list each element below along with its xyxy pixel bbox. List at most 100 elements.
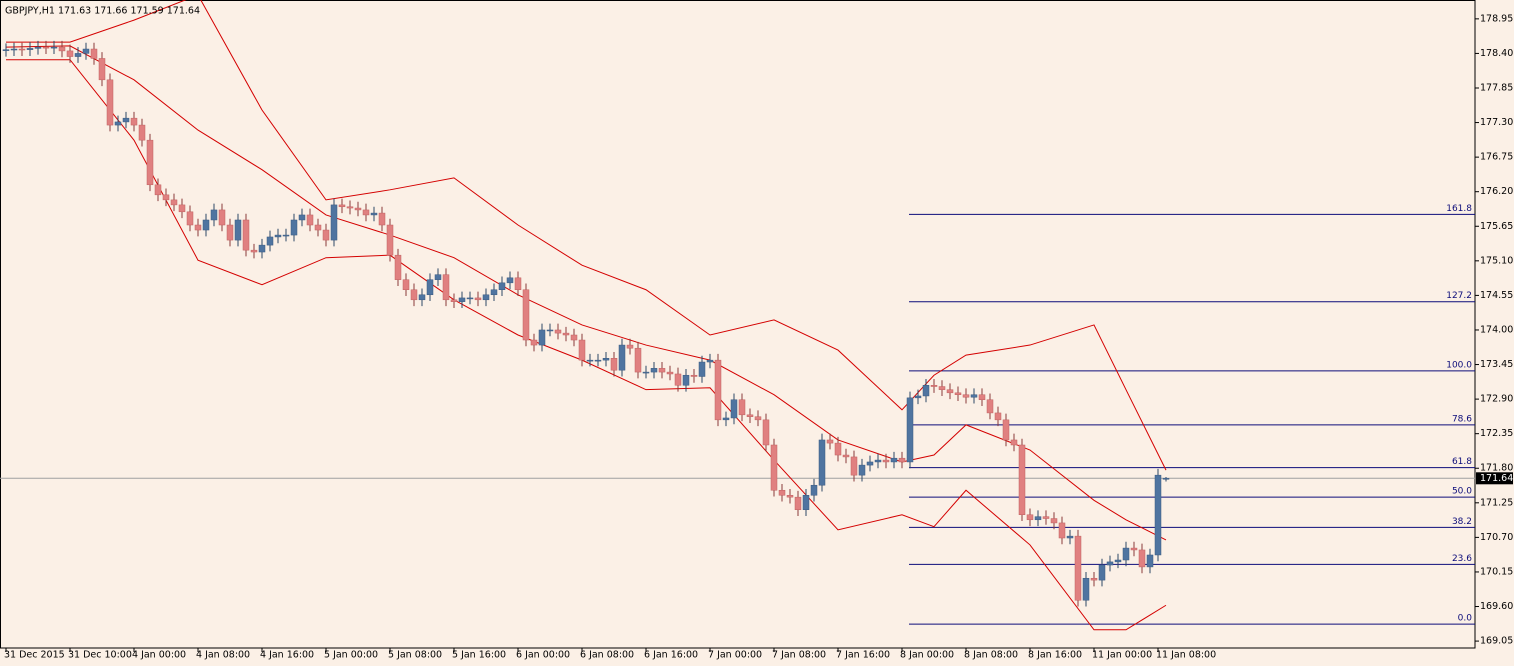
candle-body bbox=[730, 399, 738, 419]
x-tick-label: 6 Jan 00:00 bbox=[516, 650, 570, 661]
x-tick-label: 8 Jan 08:00 bbox=[964, 650, 1018, 661]
candle-body bbox=[114, 121, 122, 126]
last-price-tag bbox=[1476, 472, 1513, 485]
candle-body bbox=[1154, 474, 1162, 556]
x-tick-label: 31 Dec 10:00 bbox=[68, 650, 132, 661]
candle-body bbox=[626, 344, 634, 349]
x-tick-label: 8 Jan 16:00 bbox=[1028, 650, 1082, 661]
candle-body bbox=[594, 359, 602, 362]
candle-body bbox=[154, 184, 162, 196]
y-tick-label: 177.85 bbox=[1480, 82, 1513, 93]
candle-body bbox=[402, 279, 410, 290]
candle-body bbox=[1058, 522, 1066, 539]
candle-body bbox=[866, 461, 874, 466]
candle-body bbox=[130, 117, 138, 126]
candle-body bbox=[578, 339, 586, 361]
candle-body bbox=[778, 489, 786, 496]
candle-body bbox=[290, 219, 298, 236]
candle-body bbox=[914, 395, 922, 399]
candle-body bbox=[490, 289, 498, 296]
candle-body bbox=[122, 117, 130, 123]
candle-body bbox=[314, 224, 322, 231]
candle-body bbox=[970, 394, 978, 398]
candle-body bbox=[890, 457, 898, 463]
candle-body bbox=[698, 361, 706, 377]
candle-body bbox=[906, 397, 914, 463]
candle-body bbox=[570, 334, 578, 341]
y-tick-label: 172.90 bbox=[1480, 394, 1513, 405]
candle-body bbox=[538, 329, 546, 346]
candle-body bbox=[666, 371, 674, 375]
candle-body bbox=[74, 53, 82, 57]
candle-body bbox=[250, 249, 258, 253]
plot-frame bbox=[0, 0, 1476, 649]
y-tick-label: 174.55 bbox=[1480, 290, 1513, 301]
candle-body bbox=[762, 419, 770, 446]
candle-body bbox=[722, 417, 730, 421]
y-tick-label: 176.75 bbox=[1480, 152, 1513, 163]
candle-body bbox=[66, 50, 74, 57]
candle-body bbox=[674, 373, 682, 386]
candle-body bbox=[1026, 514, 1034, 521]
chart-title: GBPJPY,H1 171.63 171.66 171.59 171.64 bbox=[5, 6, 200, 17]
fib-label: 78.6 bbox=[1452, 414, 1472, 424]
candle-body bbox=[1074, 535, 1082, 601]
candle-body bbox=[306, 214, 314, 226]
x-tick-label: 6 Jan 16:00 bbox=[644, 650, 698, 661]
candle-body bbox=[1082, 577, 1090, 601]
candle-body bbox=[1050, 518, 1058, 524]
candle-body bbox=[450, 299, 458, 302]
fib-label: 23.6 bbox=[1452, 554, 1472, 564]
y-tick-label: 169.05 bbox=[1480, 636, 1513, 647]
candle-body bbox=[610, 358, 618, 371]
candle-body bbox=[234, 219, 242, 241]
candle-body bbox=[554, 329, 562, 334]
candle-body bbox=[146, 139, 154, 186]
candle-body bbox=[746, 414, 754, 417]
candle-body bbox=[90, 48, 98, 59]
candle-body bbox=[1162, 478, 1170, 480]
candle-body bbox=[642, 371, 650, 374]
candle-body bbox=[258, 244, 266, 253]
candle-body bbox=[242, 219, 250, 251]
candle-body bbox=[754, 416, 762, 421]
candle-body bbox=[282, 234, 290, 237]
candle-body bbox=[1106, 561, 1114, 566]
candle-body bbox=[946, 389, 954, 394]
candle-body bbox=[898, 457, 906, 463]
candle-body bbox=[826, 439, 834, 444]
x-tick-label: 5 Jan 08:00 bbox=[388, 650, 442, 661]
fib-label: 100.0 bbox=[1446, 360, 1472, 370]
x-tick-label: 8 Jan 00:00 bbox=[900, 650, 954, 661]
candle-body bbox=[954, 392, 962, 395]
candle-body bbox=[1122, 547, 1130, 561]
candle-body bbox=[1138, 549, 1146, 568]
y-tick-label: 173.45 bbox=[1480, 359, 1513, 370]
candle-body bbox=[1114, 559, 1122, 563]
candle-body bbox=[202, 219, 210, 231]
candle-body bbox=[834, 442, 842, 456]
x-tick-label: 5 Jan 00:00 bbox=[324, 650, 378, 661]
candle-body bbox=[858, 464, 866, 476]
candle-body bbox=[1002, 419, 1010, 441]
last-price-label: 171.64 bbox=[1480, 473, 1513, 484]
candle-body bbox=[434, 274, 442, 280]
candle-body bbox=[58, 46, 66, 52]
candle-body bbox=[514, 277, 522, 290]
candle-body bbox=[978, 394, 986, 400]
candle-body bbox=[714, 359, 722, 421]
candle-body bbox=[386, 224, 394, 256]
plot-area: 161.8 127.2 100.0 78.6 61.8 50.0 38.2 23.6 0.0 bbox=[0, 0, 1475, 631]
candle-body bbox=[818, 439, 826, 486]
candle-body bbox=[194, 224, 202, 231]
candle-body bbox=[1034, 516, 1042, 521]
bollinger-upper bbox=[6, 0, 1167, 471]
y-tick-label: 171.80 bbox=[1480, 463, 1513, 474]
bollinger-lower bbox=[6, 59, 1167, 631]
candle-body bbox=[266, 236, 274, 246]
x-tick-label: 11 Jan 00:00 bbox=[1092, 650, 1152, 661]
candle-body bbox=[1010, 439, 1018, 446]
candle-body bbox=[658, 368, 666, 373]
candle-body bbox=[474, 297, 482, 301]
